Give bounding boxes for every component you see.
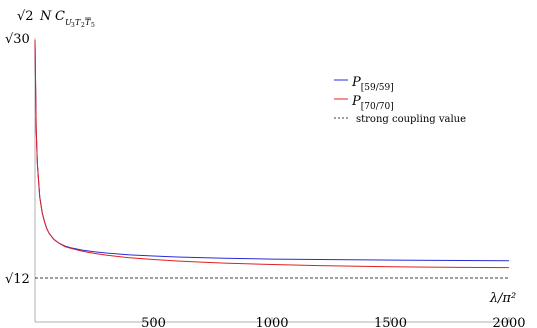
svg-text:T: T [85,18,91,27]
x-tick-label: 2000 [492,316,525,328]
svg-text:N: N [39,9,52,24]
svg-text:√2: √2 [17,9,34,24]
legend-label-p70: P[70/70] [351,94,394,112]
svg-text:3: 3 [71,22,75,29]
svg-text:2: 2 [81,22,85,29]
legend-label-strong-coupling: strong coupling value [356,114,466,125]
legend-symbol-p70: P [351,94,361,109]
y-tick-label-top: √30 [5,32,30,47]
svg-text:C: C [55,9,65,24]
x-axis-title: λ/π² [489,291,516,306]
legend-sub-p70: [70/70] [361,102,394,112]
svg-text:T: T [75,18,81,27]
x-tick-label: 1500 [374,316,407,328]
svg-text:5: 5 [91,22,95,29]
legend-symbol-p59: P [351,75,361,90]
svg-text:U: U [65,18,72,27]
x-ticks: 500 1000 1500 2000 [141,316,525,328]
series-line-p70 [34,39,510,269]
legend: P[59/59] P[70/70] strong coupling value [334,75,466,125]
x-tick-label: 500 [141,316,166,328]
y-axis-title: √2 N C U 3 T 2 T 5 [17,9,95,29]
y-tick-label-ref: √12 [5,272,30,287]
legend-label-p59: P[59/59] [351,75,394,93]
series-line-p59 [34,39,510,262]
x-tick-label: 1000 [255,316,288,328]
legend-sub-p59: [59/59] [361,83,394,93]
